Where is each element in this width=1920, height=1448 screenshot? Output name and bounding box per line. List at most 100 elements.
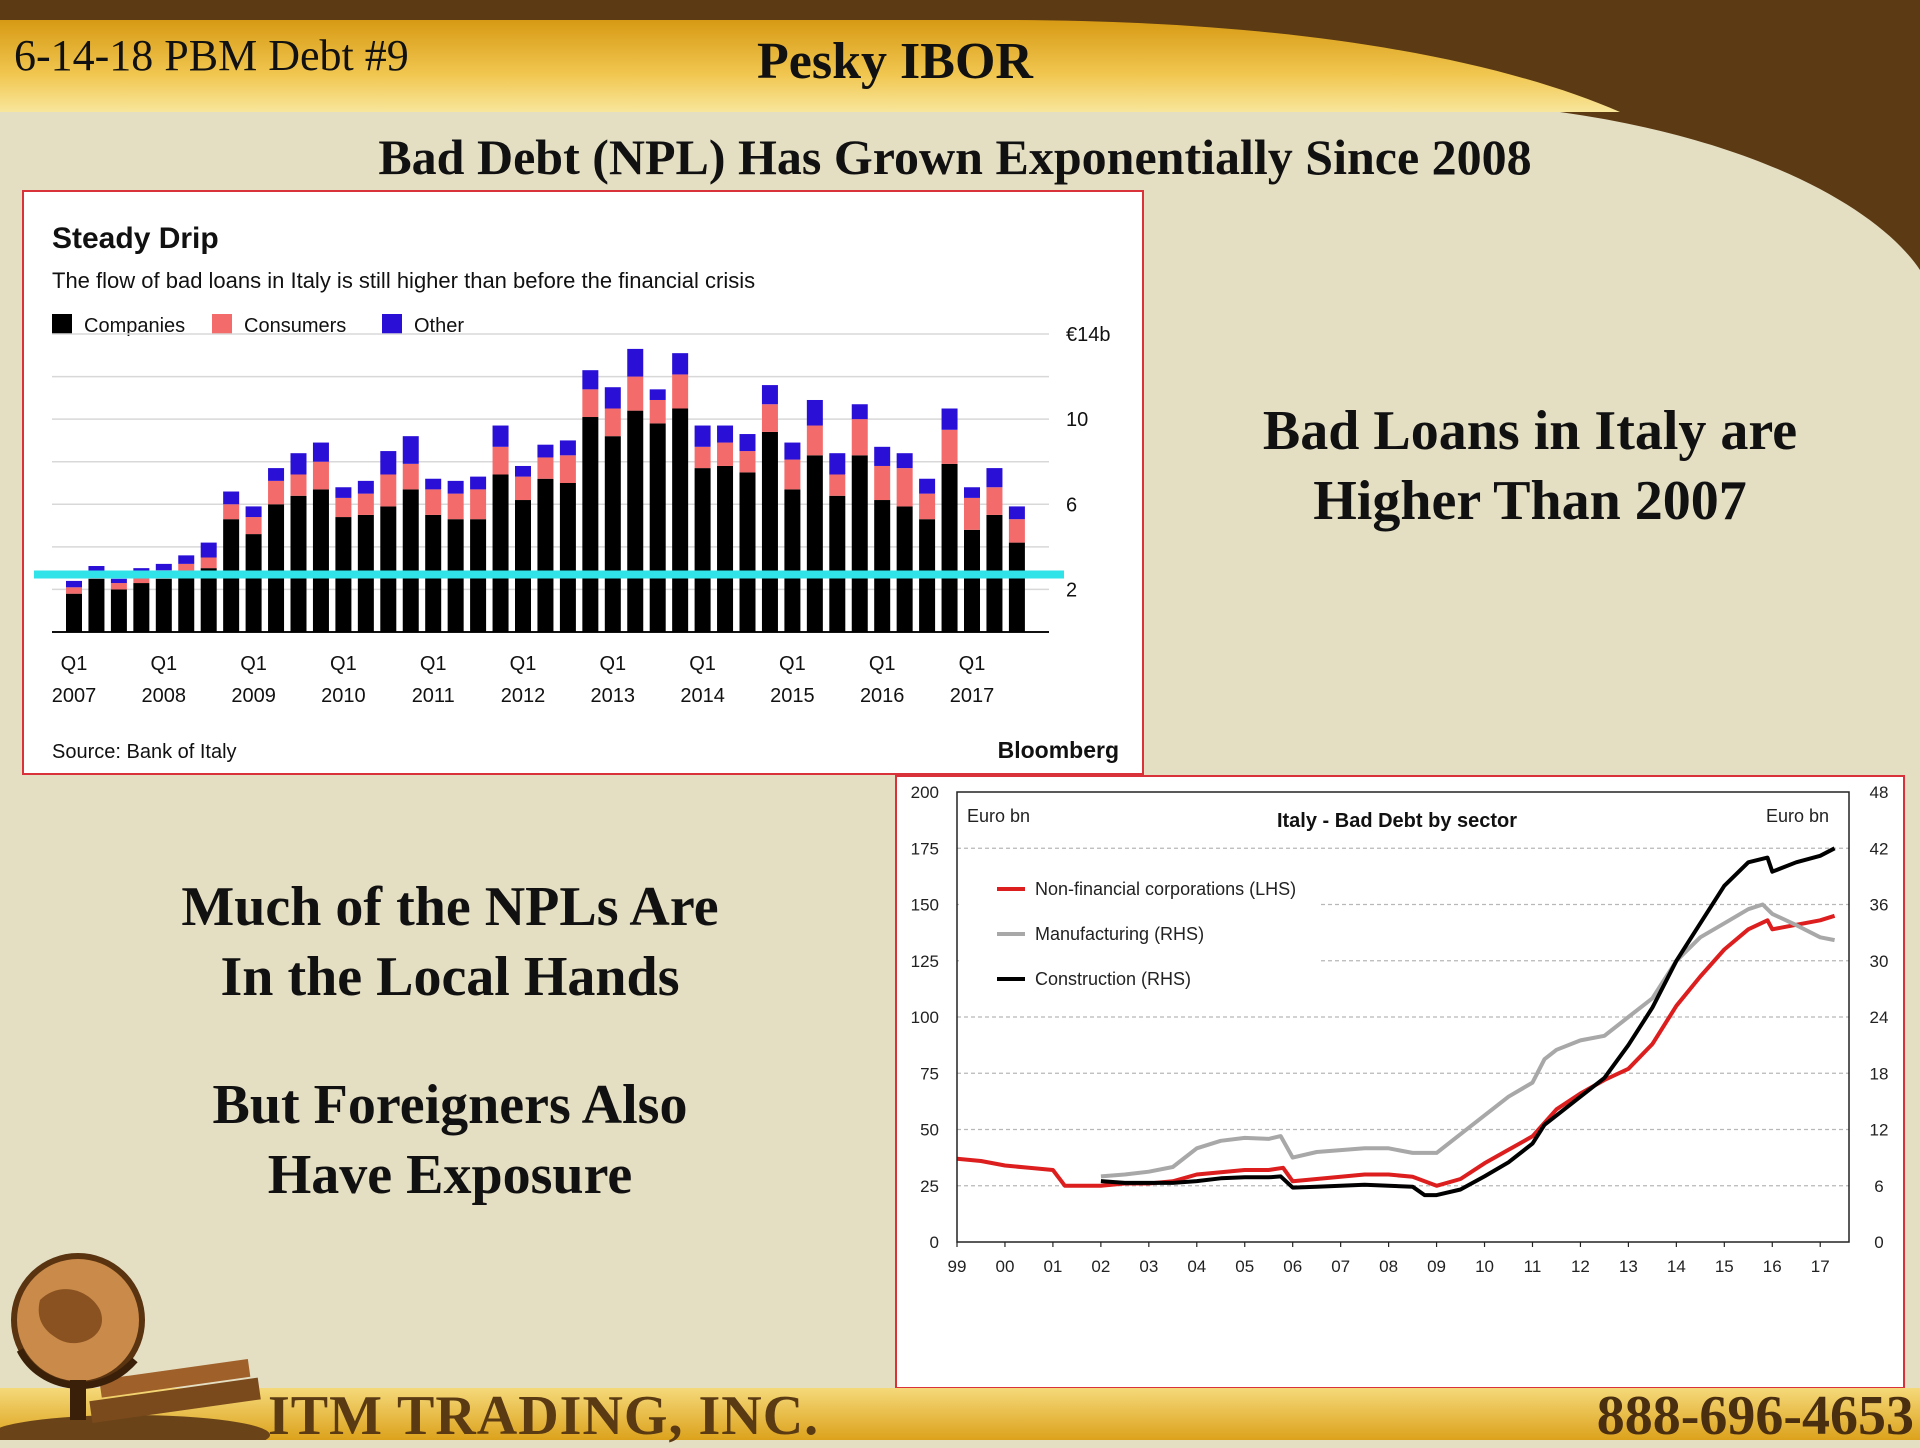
chart1-bar-companies bbox=[806, 455, 823, 632]
chart1-bar-companies bbox=[245, 534, 262, 632]
chart1-bar-consumers bbox=[941, 429, 958, 464]
chart1-bar-other bbox=[402, 436, 419, 464]
chart1-bar-consumers bbox=[559, 455, 576, 483]
chart1-bar-other bbox=[717, 425, 734, 443]
chart1-bar-consumers bbox=[717, 442, 734, 466]
header-date-label: 6-14-18 PBM Debt #9 bbox=[14, 31, 409, 80]
chart-steady-drip: Steady Drip The flow of bad loans in Ita… bbox=[22, 190, 1144, 775]
chart2-x-tick: 05 bbox=[1235, 1257, 1254, 1276]
chart-steady-drip-svg: Steady Drip The flow of bad loans in Ita… bbox=[34, 222, 1119, 763]
chart1-bar-consumers bbox=[268, 480, 285, 505]
chart2-left-tick: 25 bbox=[920, 1177, 939, 1196]
chart-bad-debt-by-sector: 0 25 50 75 100 125 150 175 200 0 6 12 18 24 30 36 42 48 99… bbox=[895, 775, 1905, 1389]
chart2-left-tick: 50 bbox=[920, 1121, 939, 1140]
chart1-x-tick-year: 2014 bbox=[680, 685, 725, 707]
chart2-right-tick: 18 bbox=[1870, 1064, 1889, 1083]
callout-foreigners: But Foreigners Also Have Exposure bbox=[80, 1070, 820, 1210]
chart1-bar-companies bbox=[896, 506, 913, 632]
chart2-x-tick: 12 bbox=[1571, 1257, 1590, 1276]
chart2-plot-frame bbox=[956, 791, 1850, 1243]
chart1-x-tick-quarter: Q1 bbox=[599, 653, 626, 675]
chart1-bar-other bbox=[290, 453, 307, 475]
chart2-line-manufacturing bbox=[1100, 902, 1835, 1179]
header-title: Pesky IBOR bbox=[757, 33, 1033, 90]
chart2-x-tick: 09 bbox=[1427, 1257, 1446, 1276]
chart2-title: Italy - Bad Debt by sector bbox=[1277, 810, 1517, 832]
chart1-bar-companies bbox=[537, 478, 554, 632]
chart1-bar-consumers bbox=[515, 476, 531, 501]
chart1-bar-consumers bbox=[761, 404, 778, 432]
chart1-bar-consumers bbox=[66, 587, 82, 594]
callout-bad-loans-line1: Bad Loans in Italy are bbox=[1262, 400, 1798, 462]
chart1-bar-consumers bbox=[380, 474, 397, 507]
chart1-bar-companies bbox=[515, 500, 531, 632]
chart1-bar-other bbox=[110, 578, 127, 584]
chart1-bar-other bbox=[88, 566, 105, 573]
chart2-x-tick: 11 bbox=[1524, 1257, 1542, 1276]
chart1-y-labels: 2 6 10 €14b bbox=[1066, 324, 1111, 601]
chart2-x-tick: 06 bbox=[1283, 1257, 1302, 1276]
chart1-bar-companies bbox=[312, 489, 329, 632]
chart1-bar-companies bbox=[155, 578, 172, 632]
chart1-x-tick-quarter: Q1 bbox=[240, 653, 267, 675]
chart2-left-tick: 0 bbox=[930, 1233, 939, 1252]
chart1-x-tick-quarter: Q1 bbox=[779, 653, 806, 675]
chart1-bar-other bbox=[492, 425, 509, 447]
chart2-line-construction bbox=[1100, 846, 1836, 1198]
chart1-bar-consumers bbox=[986, 487, 1003, 515]
chart1-bar-other bbox=[155, 563, 172, 571]
chart2-left-tick: 150 bbox=[911, 896, 939, 915]
chart1-bar-other bbox=[425, 478, 442, 490]
chart2-legend-label: Construction (RHS) bbox=[1035, 969, 1191, 989]
chart1-bar-consumers bbox=[110, 583, 127, 590]
callout-bad-loans: Bad Loans in Italy are Higher Than 2007 bbox=[1170, 396, 1890, 536]
chart1-bar-other bbox=[941, 408, 958, 430]
chart1-bar-companies bbox=[941, 463, 958, 632]
chart1-bar-companies bbox=[268, 504, 285, 632]
chart2-left-tick: 125 bbox=[911, 952, 939, 971]
chart1-x-tick-quarter: Q1 bbox=[330, 653, 357, 675]
chart2-right-tick: 36 bbox=[1870, 896, 1889, 915]
callout-local-hands-line1: Much of the NPLs Are bbox=[181, 876, 719, 938]
chart1-bar-other bbox=[761, 385, 778, 405]
chart1-bar-consumers bbox=[806, 425, 823, 456]
chart1-bar-consumers bbox=[694, 446, 711, 469]
chart1-bar-companies bbox=[492, 474, 509, 632]
chart1-bar-consumers bbox=[245, 517, 262, 535]
chart1-bar-consumers bbox=[582, 389, 599, 418]
chart1-bar-consumers bbox=[964, 497, 980, 530]
chart1-bar-other bbox=[919, 478, 936, 494]
chart1-bar-consumers bbox=[604, 408, 621, 437]
chart1-bar-consumers bbox=[784, 459, 801, 490]
callout-foreigners-line1: But Foreigners Also bbox=[212, 1074, 688, 1136]
chart1-bar-companies bbox=[559, 483, 576, 632]
chart1-bar-companies bbox=[290, 495, 307, 632]
chart1-x-tick-year: 2008 bbox=[142, 685, 187, 707]
chart1-bar-consumers bbox=[133, 574, 150, 584]
globe-icon bbox=[0, 1253, 270, 1440]
chart1-legend-label: Consumers bbox=[244, 315, 346, 337]
chart1-bar-companies bbox=[604, 436, 621, 632]
chart1-legend-swatch bbox=[52, 314, 72, 334]
chart1-bar-other bbox=[200, 542, 217, 558]
chart1-legend: Companies Consumers Other bbox=[52, 314, 464, 337]
chart2-right-tick: 6 bbox=[1874, 1177, 1883, 1196]
chart1-bar-other bbox=[515, 465, 531, 477]
chart1-bar-companies bbox=[1008, 542, 1025, 632]
chart2-x-tick: 17 bbox=[1811, 1257, 1830, 1276]
chart1-x-tick-year: 2007 bbox=[52, 685, 97, 707]
footer-phone: 888-696-4653 bbox=[1596, 1385, 1914, 1447]
callout-foreigners-line2: Have Exposure bbox=[267, 1144, 633, 1206]
chart2-x-tick: 00 bbox=[995, 1257, 1014, 1276]
chart1-bar-other bbox=[851, 404, 868, 420]
chart2-right-tick: 0 bbox=[1874, 1233, 1883, 1252]
chart1-bar-other bbox=[582, 370, 599, 390]
chart1-y-top-label: €14b bbox=[1066, 324, 1111, 346]
chart2-legend-label: Manufacturing (RHS) bbox=[1035, 924, 1204, 944]
chart1-x-tick-quarter: Q1 bbox=[150, 653, 177, 675]
chart1-bar-consumers bbox=[402, 463, 419, 490]
chart1-y-tick: 10 bbox=[1066, 409, 1088, 431]
chart2-x-tick: 02 bbox=[1091, 1257, 1110, 1276]
chart1-y-tick: 2 bbox=[1066, 579, 1077, 601]
chart1-bar-consumers bbox=[335, 497, 352, 518]
